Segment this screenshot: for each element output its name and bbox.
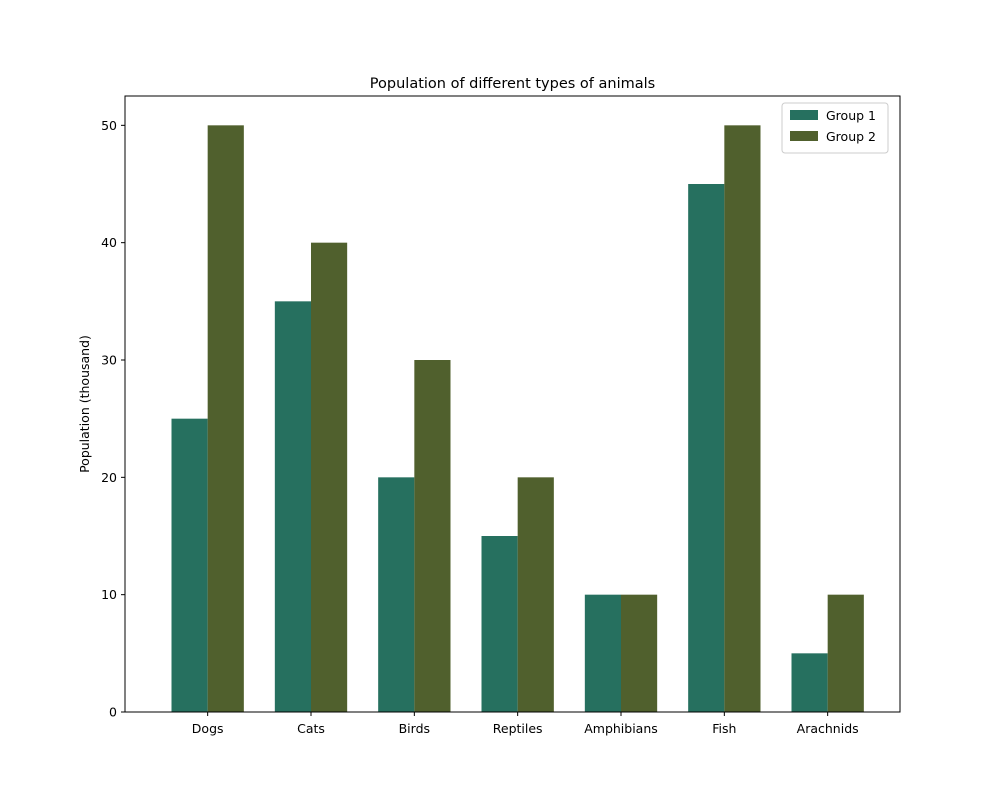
bar-series2-dogs bbox=[207, 125, 244, 712]
chart-title: Population of different types of animals bbox=[370, 76, 655, 92]
legend-swatch bbox=[790, 131, 818, 141]
y-tick-label: 20 bbox=[101, 470, 117, 485]
bar-series1-arachnids bbox=[791, 653, 828, 712]
y-axis-label: Population (thousand) bbox=[77, 335, 92, 473]
x-axis-ticks: Dogs Cats Birds Reptiles Amphibians Fish Arach… bbox=[192, 712, 859, 736]
bar-series2-cats bbox=[311, 242, 348, 713]
bar-series1-dogs bbox=[171, 418, 208, 712]
y-tick-label: 30 bbox=[101, 353, 117, 368]
bars-group bbox=[171, 125, 864, 713]
bar-series2-fish bbox=[724, 125, 761, 712]
bar-series1-cats bbox=[274, 301, 311, 712]
y-tick-label: 50 bbox=[101, 118, 117, 133]
legend-label: Group 2 bbox=[826, 129, 876, 144]
plot-area-frame bbox=[124, 95, 901, 713]
legend: Group 1 Group 2 bbox=[781, 102, 889, 154]
bar-series1-fish bbox=[688, 184, 725, 712]
legend-label: Group 1 bbox=[826, 108, 876, 123]
legend-swatch bbox=[790, 110, 818, 120]
x-tick-label: Amphibians bbox=[584, 721, 658, 736]
bar-series2-arachnids bbox=[827, 594, 864, 712]
y-tick-label: 10 bbox=[101, 587, 117, 602]
y-tick-label: 40 bbox=[101, 235, 117, 250]
bar-series1-reptiles bbox=[481, 536, 518, 712]
x-tick-label: Reptiles bbox=[493, 721, 543, 736]
bar-series1-amphibians bbox=[584, 594, 621, 712]
x-tick-label: Birds bbox=[399, 721, 430, 736]
bar-series1-birds bbox=[378, 477, 415, 712]
bar-series2-amphibians bbox=[621, 594, 658, 712]
y-axis-ticks: 0 10 20 30 40 50 bbox=[101, 118, 125, 720]
bar-series2-birds bbox=[414, 360, 451, 712]
y-tick-label: 0 bbox=[109, 705, 117, 720]
x-tick-label: Arachnids bbox=[797, 721, 859, 736]
x-tick-label: Cats bbox=[297, 721, 325, 736]
bar-series2-reptiles bbox=[517, 477, 554, 712]
x-tick-label: Dogs bbox=[192, 721, 224, 736]
x-tick-label: Fish bbox=[712, 721, 736, 736]
